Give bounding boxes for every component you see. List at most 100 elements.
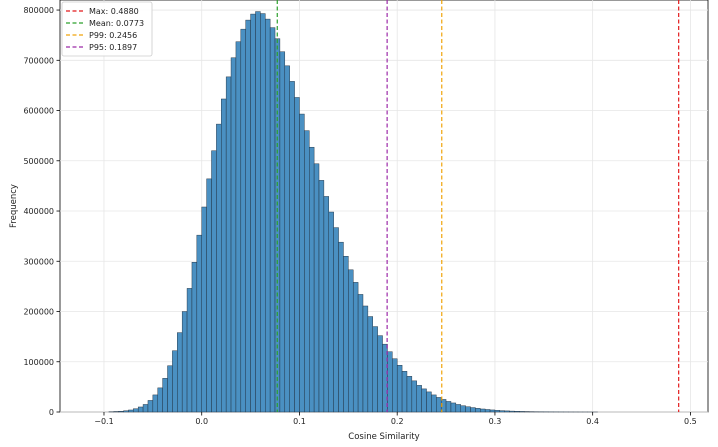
histogram-bar — [514, 411, 520, 413]
histogram-bar — [279, 51, 286, 413]
histogram-bar — [186, 288, 193, 413]
histogram-bar — [177, 332, 183, 413]
histogram-bar — [118, 411, 124, 413]
histogram-bar — [352, 282, 359, 413]
histogram-bar — [216, 123, 222, 413]
histogram-bar — [172, 350, 178, 413]
histogram-bar — [196, 234, 202, 413]
histogram-bar — [450, 402, 457, 413]
legend-label-mean: Mean: 0.0773 — [89, 19, 144, 28]
histogram-bar — [152, 394, 158, 413]
plot-area — [59, 0, 709, 413]
reference-lines — [276, 0, 680, 412]
histogram-bar — [167, 365, 173, 413]
histogram-bar — [357, 294, 364, 413]
histogram-bar — [504, 410, 510, 413]
histogram-bar — [401, 371, 408, 413]
x-tick-label: 0.3 — [489, 417, 502, 426]
x-tick-label: 0.5 — [684, 417, 697, 426]
histogram-bar — [494, 410, 501, 413]
histogram-bar — [221, 98, 227, 413]
histogram-bar — [328, 211, 334, 413]
histogram-bar — [396, 365, 403, 413]
histogram-bar — [299, 113, 305, 413]
histogram-bar — [235, 41, 242, 413]
x-tick-label: 0.1 — [293, 417, 306, 426]
y-tick-label: 100000 — [23, 358, 54, 367]
histogram-bar — [338, 241, 344, 413]
x-tick-label: −0.1 — [94, 417, 113, 426]
histogram-bar — [255, 11, 261, 413]
histogram-bar — [431, 394, 437, 413]
histogram-bar — [421, 388, 427, 413]
y-tick-label: 300000 — [23, 257, 54, 266]
histogram-bar — [206, 178, 212, 413]
y-tick-label: 500000 — [23, 157, 54, 166]
histogram-bar — [284, 65, 290, 413]
histogram-bar — [411, 380, 417, 413]
histogram-bar — [367, 316, 373, 413]
histogram-bar — [157, 387, 163, 413]
y-axis: 0 100000 200000 300000 400000 500000 600000 700… — [23, 6, 60, 417]
histogram-bar — [142, 404, 149, 413]
y-tick-label: 0 — [49, 408, 54, 417]
histogram-bar — [509, 410, 515, 413]
y-axis-label: Frequency — [9, 184, 19, 228]
histogram-bar — [318, 180, 325, 413]
histogram-bar — [519, 411, 525, 413]
x-axis: −0.1 0.0 0.1 0.2 0.3 0.4 0.5 — [94, 412, 697, 426]
histogram-bar — [392, 358, 398, 413]
legend: Max: 0.4880 Mean: 0.0773 P99: 0.2456 P95: 0… — [61, 1, 153, 57]
legend-label-p95: P95: 0.1897 — [89, 43, 137, 52]
histogram-bar — [265, 18, 271, 413]
histogram-bar — [309, 146, 315, 413]
histogram-bars — [108, 11, 598, 413]
x-tick-label: 0.2 — [391, 417, 404, 426]
histogram-bar — [191, 262, 198, 413]
histogram-bar — [460, 405, 466, 413]
histogram-bar — [323, 196, 330, 413]
histogram-bar — [162, 378, 168, 413]
histogram-bar — [123, 410, 129, 413]
histogram-bar — [426, 391, 432, 413]
histogram-bar — [387, 351, 393, 413]
histogram-bar — [406, 376, 413, 413]
histogram-bar — [289, 81, 295, 413]
histogram-bar — [260, 13, 266, 413]
histogram-bar — [484, 409, 491, 413]
histogram-bar — [499, 410, 505, 413]
histogram-bar — [333, 227, 339, 413]
histogram-bar — [250, 13, 256, 413]
y-tick-label: 400000 — [23, 207, 54, 216]
y-tick-label: 800000 — [23, 6, 54, 15]
histogram-bar — [436, 397, 442, 413]
histogram-bar — [211, 150, 217, 413]
histogram-bar — [137, 406, 144, 413]
histogram-bar — [465, 406, 471, 413]
histogram-bar — [245, 19, 251, 413]
histogram-bar — [475, 408, 481, 413]
y-tick-label: 600000 — [23, 107, 54, 116]
legend-label-max: Max: 0.4880 — [89, 7, 139, 16]
histogram-bar — [133, 408, 139, 413]
x-tick-label: 0.4 — [586, 417, 599, 426]
histogram-bar — [470, 407, 476, 413]
x-tick-label: 0.0 — [195, 417, 208, 426]
x-axis-label: Cosine Similarity — [348, 432, 419, 442]
histogram-bar — [372, 326, 378, 413]
histogram-bar — [230, 57, 237, 413]
histogram-bar — [113, 411, 119, 413]
y-tick-label: 200000 — [23, 308, 54, 317]
y-tick-label: 700000 — [23, 56, 54, 65]
histogram-bar — [240, 28, 246, 413]
histogram-bar — [377, 335, 383, 413]
histogram-bar — [348, 269, 354, 413]
histogram-bar — [304, 130, 310, 413]
histogram-bar — [313, 163, 320, 413]
legend-box — [61, 1, 153, 57]
histogram-bar — [343, 256, 349, 413]
histogram-bar — [225, 76, 232, 413]
histogram-bar — [269, 27, 276, 413]
histogram-bar — [128, 409, 134, 413]
